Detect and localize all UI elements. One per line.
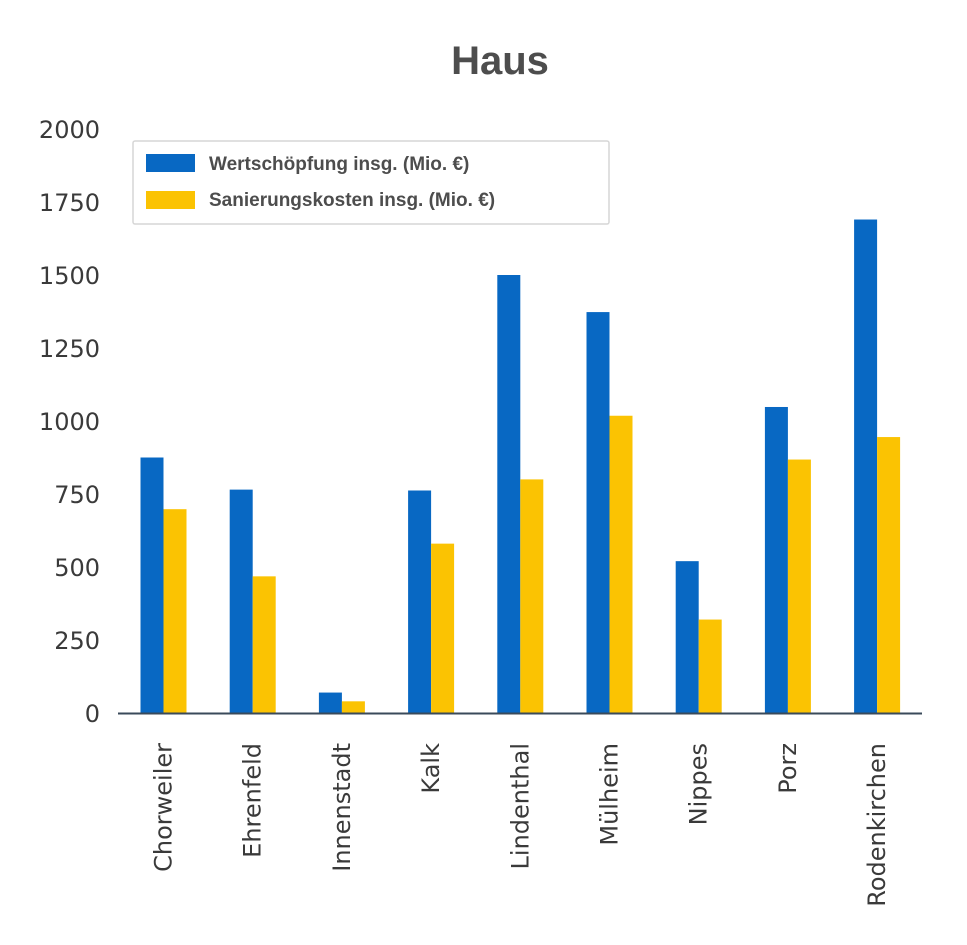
y-tick-label: 1500 <box>39 262 100 290</box>
bar-sanierungskosten <box>163 509 187 713</box>
y-tick-label: 1250 <box>39 335 100 363</box>
bar-sanierungskosten <box>698 619 722 713</box>
x-tick-label: Chorweiler <box>150 743 178 872</box>
y-tick-label: 1750 <box>39 189 100 217</box>
legend: Wertschöpfung insg. (Mio. €) Sanierungsk… <box>132 140 610 225</box>
bar-wertschoepfung <box>586 312 610 713</box>
x-tick-label: Mülheim <box>596 743 624 846</box>
bar-sanierungskosten <box>431 543 455 713</box>
bar-sanierungskosten <box>877 437 901 713</box>
x-tick-label: Porz <box>774 743 802 794</box>
bar-wertschoepfung <box>675 561 699 713</box>
y-tick-label: 250 <box>54 627 100 655</box>
bar-wertschoepfung <box>140 457 164 713</box>
legend-swatch-sanierungskosten <box>146 191 195 209</box>
bar-sanierungskosten <box>520 479 544 713</box>
legend-label-wertschoepfung: Wertschöpfung insg. (Mio. €) <box>209 154 469 175</box>
bar-sanierungskosten <box>341 701 365 713</box>
bar-wertschoepfung <box>854 219 878 713</box>
bars <box>140 219 901 713</box>
legend-box <box>132 140 610 225</box>
x-axis-ticks: Chorweiler Ehrenfeld Innenstadt Kalk Lindent… <box>150 743 892 907</box>
legend-swatch-wertschoepfung <box>146 154 195 172</box>
y-tick-label: 2000 <box>39 116 100 144</box>
bar-sanierungskosten <box>252 576 276 713</box>
bar-sanierungskosten <box>609 415 633 713</box>
bar-wertschoepfung <box>318 692 342 713</box>
x-tick-label: Rodenkirchen <box>863 743 891 907</box>
chart-title: Haus <box>451 39 549 83</box>
y-axis-ticks: 0 250 500 750 1000 1250 1500 1750 2000 <box>39 116 100 728</box>
bar-wertschoepfung <box>408 490 432 713</box>
y-tick-label: 0 <box>85 700 100 728</box>
y-tick-label: 500 <box>54 554 100 582</box>
x-tick-label: Innenstadt <box>328 743 356 872</box>
x-tick-label: Kalk <box>417 743 445 794</box>
x-tick-label: Ehrenfeld <box>239 743 267 858</box>
bar-wertschoepfung <box>764 406 788 713</box>
bar-wertschoepfung <box>229 489 253 713</box>
legend-label-sanierungskosten: Sanierungskosten insg. (Mio. €) <box>209 190 495 211</box>
bar-sanierungskosten <box>787 459 811 713</box>
y-tick-label: 1000 <box>39 408 100 436</box>
bar-wertschoepfung <box>497 275 521 713</box>
x-tick-label: Nippes <box>685 743 713 825</box>
x-tick-label: Lindenthal <box>506 743 534 869</box>
y-tick-label: 750 <box>54 481 100 509</box>
